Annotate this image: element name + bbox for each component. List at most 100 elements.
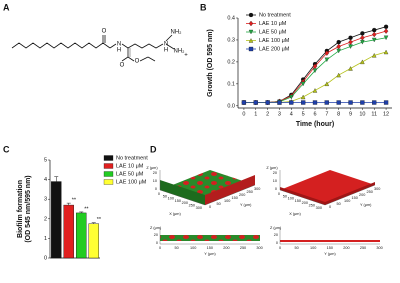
strip-y-tick: 150 xyxy=(207,246,213,250)
y-tick-label: 250 xyxy=(247,190,253,194)
y-tick-label: 0 xyxy=(209,205,211,209)
legend-swatch xyxy=(103,163,114,169)
strip-z-tick: 20 xyxy=(274,233,278,237)
x-tick-label: 300 xyxy=(196,206,202,210)
strip-z-label: Z (μm) xyxy=(150,226,162,230)
strip-y-tick: 100 xyxy=(310,246,316,250)
point xyxy=(360,100,365,105)
legend-swatch xyxy=(103,171,114,177)
legend-marker xyxy=(248,46,254,52)
x-tick-label: 50 xyxy=(283,194,287,198)
atom-label: N xyxy=(164,42,168,48)
bar xyxy=(88,223,99,259)
y-tick-label: 0 xyxy=(44,255,47,261)
y-tick-label: 150 xyxy=(352,196,358,200)
y-tick-label: 0.3 xyxy=(227,37,235,43)
y-tick-label: 150 xyxy=(232,196,238,200)
y-tick-label: 300 xyxy=(374,187,380,191)
z-tick-label: 0 xyxy=(155,187,157,191)
y-tick-label: 0.4 xyxy=(227,15,235,21)
atom-label: N xyxy=(117,42,121,48)
point xyxy=(371,37,377,43)
legend-label: LAE 100 μM xyxy=(116,179,147,185)
x-tick-label: 50 xyxy=(163,194,167,198)
x-tick-label: 0 xyxy=(278,192,280,196)
x-tick-label: 200 xyxy=(302,201,308,205)
y-tick-label: 0 xyxy=(329,205,331,209)
panel-label: D xyxy=(150,144,157,154)
legend-label: LAE 10 μM xyxy=(259,21,287,27)
x-axis-label: Time (hour) xyxy=(296,121,334,128)
point xyxy=(253,100,258,105)
x-tick-label: 3 xyxy=(278,111,281,117)
y-axis-label: Y (μm) xyxy=(240,203,252,207)
point xyxy=(324,50,330,56)
x-tick-label: 4 xyxy=(290,111,293,117)
molecule-bonds xyxy=(11,34,175,62)
z-axis-label: Z (μm) xyxy=(146,166,158,170)
panel-label: B xyxy=(200,2,207,12)
point xyxy=(336,43,341,50)
z-tick-label: 10 xyxy=(273,179,277,183)
legend-label: LAE 50 μM xyxy=(259,29,287,35)
x-tick-label: 11 xyxy=(371,111,377,117)
series-line xyxy=(243,51,387,103)
point xyxy=(372,100,377,105)
x-axis-label: X (μm) xyxy=(289,212,301,216)
point xyxy=(383,24,389,29)
x-tick-label: 250 xyxy=(189,204,195,208)
legend-marker xyxy=(248,29,254,35)
strip-y-tick: 250 xyxy=(360,246,366,250)
x-tick-label: 5 xyxy=(302,111,305,117)
point xyxy=(289,100,294,105)
error-bar xyxy=(79,211,84,213)
point xyxy=(348,39,353,45)
x-tick-label: 150 xyxy=(175,199,181,203)
y-tick-label: 50 xyxy=(217,202,221,206)
y-tick-label: 0.1 xyxy=(227,81,235,87)
y-axis-label: Growth (OD 595 nm) xyxy=(207,29,214,97)
panel-label: C xyxy=(3,144,10,154)
x-axis-label: X (μm) xyxy=(169,212,181,216)
point xyxy=(289,94,294,100)
y-tick-label: 100 xyxy=(224,199,230,203)
legend-label: LAE 10 μM xyxy=(116,163,144,169)
strip-z-label: Z (μm) xyxy=(270,226,282,230)
point xyxy=(336,48,341,54)
legend-label: LAE 100 μM xyxy=(259,38,290,44)
point xyxy=(371,52,377,58)
point xyxy=(348,100,353,105)
strip-y-tick: 150 xyxy=(327,246,333,250)
y-tick-label: 3 xyxy=(44,197,47,203)
strip-y-label: Y (μm) xyxy=(324,252,336,256)
y-tick-label: 2 xyxy=(44,216,47,222)
point xyxy=(312,68,318,74)
point xyxy=(301,100,306,105)
atom-label: H xyxy=(117,48,121,54)
atom-label: O xyxy=(135,59,140,65)
error-bar xyxy=(54,176,59,182)
atom-label: O xyxy=(120,63,125,69)
bar xyxy=(76,212,87,259)
point xyxy=(348,66,353,71)
y-axis-label: (OD 545 nm/595 nm) xyxy=(25,175,32,242)
strip-z-tick: 0 xyxy=(276,241,278,245)
atom-label: + xyxy=(184,53,188,59)
x-tick-label: 6 xyxy=(313,111,316,117)
y-tick-label: 4 xyxy=(44,177,47,183)
x-tick-label: 2 xyxy=(266,111,269,117)
point xyxy=(336,100,341,105)
legend-marker xyxy=(248,12,254,18)
point xyxy=(324,57,330,63)
atom-label: H xyxy=(164,48,168,54)
point xyxy=(348,35,353,40)
point xyxy=(360,39,365,45)
z-axis-label: Z (μm) xyxy=(266,166,278,170)
point xyxy=(312,100,318,105)
panel-label: A xyxy=(3,2,10,12)
legend-marker xyxy=(248,20,254,27)
point xyxy=(360,31,365,36)
y-tick-label: 50 xyxy=(337,202,341,206)
atom-label: NH₂ xyxy=(171,30,183,36)
